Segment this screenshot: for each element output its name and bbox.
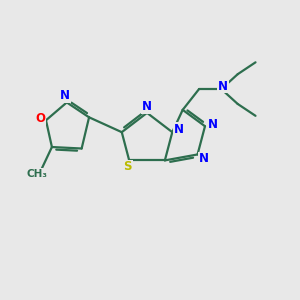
Text: N: N [142, 100, 152, 113]
Text: O: O [36, 112, 46, 125]
Text: N: N [60, 89, 70, 102]
Text: N: N [199, 152, 209, 165]
Text: CH₃: CH₃ [27, 169, 48, 179]
Text: N: N [207, 118, 218, 131]
Text: S: S [124, 160, 132, 173]
Text: N: N [174, 123, 184, 136]
Text: N: N [218, 80, 228, 93]
